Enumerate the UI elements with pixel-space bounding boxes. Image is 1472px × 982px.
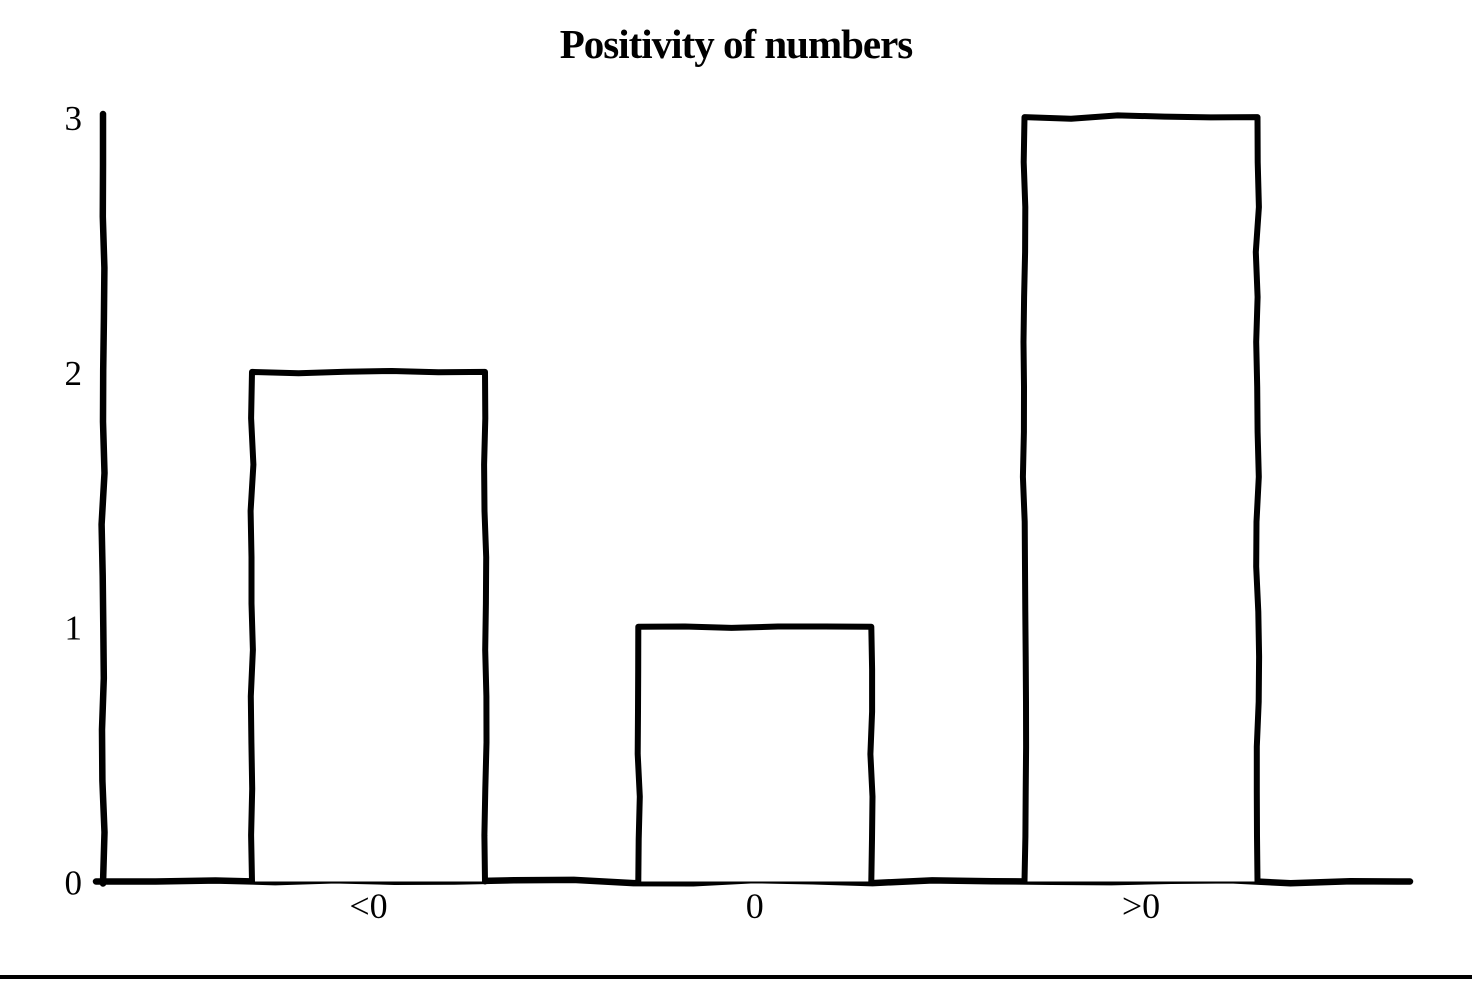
x-tick-label-gt0: >0	[1122, 886, 1160, 926]
y-tick-label-1: 1	[65, 609, 83, 648]
y-tick-label-3: 3	[65, 99, 83, 138]
bar-gt0	[1019, 112, 1263, 885]
x-tick-label-lt0: <0	[349, 886, 387, 926]
bar-lt0	[247, 368, 490, 885]
bar-0	[634, 623, 876, 885]
bottom-border-line	[0, 975, 1472, 979]
chart-title: Positivity of numbers	[559, 21, 914, 67]
y-axis-line	[98, 110, 108, 887]
y-tick-label-0: 0	[65, 864, 83, 903]
x-tick-label-0: 0	[746, 886, 764, 926]
y-tick-label-2: 2	[65, 354, 83, 393]
